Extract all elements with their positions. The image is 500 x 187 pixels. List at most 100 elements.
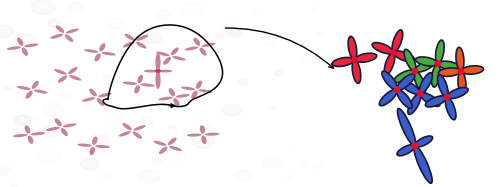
Ellipse shape (181, 87, 195, 90)
Ellipse shape (78, 144, 92, 147)
Ellipse shape (446, 98, 456, 120)
Ellipse shape (200, 48, 206, 56)
Ellipse shape (169, 146, 182, 151)
Ellipse shape (58, 76, 68, 83)
Ellipse shape (398, 108, 415, 146)
Circle shape (6, 85, 16, 90)
Ellipse shape (66, 29, 79, 33)
Circle shape (202, 125, 215, 133)
Ellipse shape (84, 49, 98, 53)
Ellipse shape (397, 145, 415, 156)
Ellipse shape (352, 60, 361, 83)
Ellipse shape (138, 75, 143, 83)
Circle shape (30, 115, 39, 121)
Ellipse shape (122, 82, 137, 85)
Ellipse shape (426, 96, 446, 107)
Ellipse shape (176, 94, 190, 98)
Ellipse shape (50, 34, 63, 39)
Circle shape (214, 34, 224, 39)
Circle shape (292, 146, 295, 148)
Circle shape (394, 87, 400, 93)
Ellipse shape (154, 141, 166, 146)
Circle shape (412, 68, 418, 74)
Ellipse shape (436, 40, 444, 63)
Ellipse shape (46, 127, 60, 131)
Circle shape (312, 7, 316, 10)
Ellipse shape (174, 98, 180, 106)
Circle shape (222, 104, 242, 116)
Ellipse shape (420, 93, 440, 106)
Ellipse shape (438, 68, 460, 76)
Ellipse shape (156, 53, 160, 71)
Ellipse shape (397, 74, 414, 90)
Circle shape (152, 159, 162, 164)
Ellipse shape (187, 134, 202, 137)
Ellipse shape (134, 125, 146, 131)
Ellipse shape (168, 138, 176, 145)
Circle shape (11, 184, 18, 187)
Circle shape (100, 172, 112, 180)
Ellipse shape (414, 71, 426, 93)
Circle shape (139, 117, 153, 125)
Ellipse shape (414, 146, 432, 183)
Ellipse shape (26, 91, 32, 99)
Ellipse shape (194, 38, 200, 46)
Ellipse shape (420, 73, 432, 93)
Circle shape (390, 49, 396, 56)
Circle shape (192, 135, 214, 148)
Ellipse shape (95, 145, 110, 148)
Circle shape (417, 90, 423, 97)
Ellipse shape (205, 133, 220, 136)
Ellipse shape (172, 56, 186, 61)
Ellipse shape (456, 47, 464, 71)
Ellipse shape (28, 136, 34, 144)
Ellipse shape (32, 81, 39, 89)
Circle shape (80, 159, 98, 170)
Circle shape (36, 85, 50, 93)
Ellipse shape (392, 30, 402, 52)
Circle shape (41, 125, 62, 137)
Circle shape (0, 26, 14, 38)
Ellipse shape (136, 42, 146, 49)
Ellipse shape (96, 98, 104, 106)
Ellipse shape (92, 137, 98, 145)
Ellipse shape (432, 64, 440, 87)
Ellipse shape (163, 57, 171, 65)
Circle shape (43, 103, 64, 116)
Ellipse shape (7, 46, 21, 50)
Ellipse shape (355, 53, 377, 62)
Ellipse shape (192, 91, 198, 99)
Circle shape (352, 57, 358, 63)
Ellipse shape (200, 125, 205, 134)
Ellipse shape (134, 85, 140, 94)
Circle shape (32, 0, 56, 14)
Circle shape (112, 49, 118, 52)
Ellipse shape (348, 36, 356, 59)
Circle shape (108, 18, 126, 28)
Circle shape (138, 170, 160, 183)
Circle shape (69, 2, 83, 11)
Circle shape (130, 104, 142, 111)
Ellipse shape (414, 136, 432, 147)
Circle shape (286, 175, 291, 177)
Ellipse shape (415, 60, 436, 72)
Ellipse shape (122, 42, 134, 47)
Circle shape (48, 19, 61, 27)
Circle shape (412, 142, 418, 149)
Ellipse shape (99, 43, 105, 51)
Ellipse shape (69, 75, 82, 81)
Ellipse shape (136, 35, 148, 41)
Ellipse shape (122, 123, 132, 130)
Ellipse shape (144, 70, 158, 73)
Circle shape (12, 34, 38, 48)
Circle shape (182, 2, 206, 16)
Circle shape (228, 30, 241, 37)
Ellipse shape (168, 88, 175, 96)
Ellipse shape (156, 71, 160, 89)
Ellipse shape (394, 70, 414, 82)
Circle shape (168, 125, 176, 130)
Circle shape (444, 94, 450, 100)
Circle shape (14, 115, 30, 125)
Ellipse shape (24, 44, 38, 47)
Circle shape (16, 115, 30, 124)
